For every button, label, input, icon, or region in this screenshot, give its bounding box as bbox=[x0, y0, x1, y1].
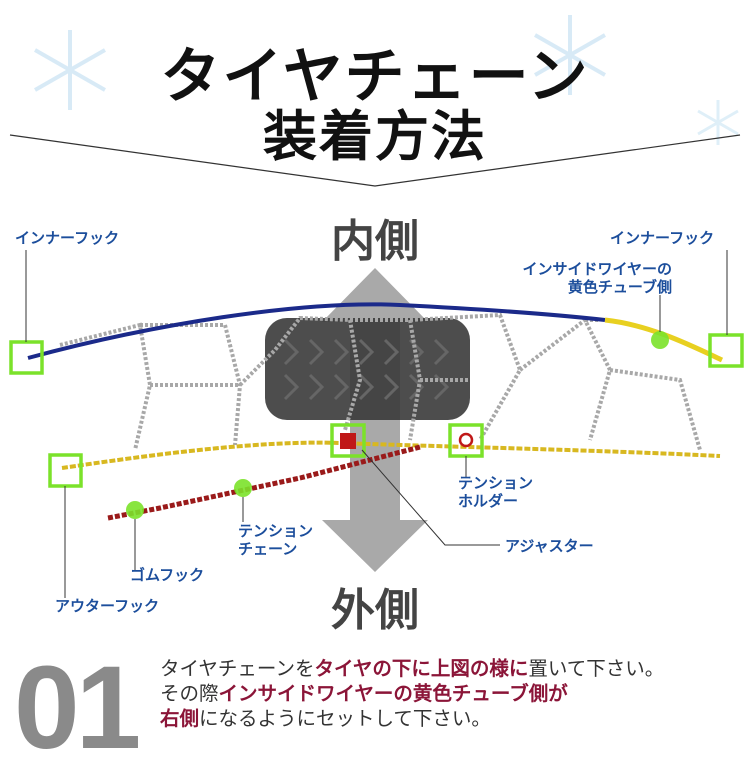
inner-side-label: 内側 bbox=[331, 216, 419, 267]
label-line: 黄色チューブ側 bbox=[567, 278, 672, 296]
label-inner-hook-left: インナーフック bbox=[15, 229, 120, 247]
highlight-tension-holder bbox=[448, 423, 484, 458]
step-text: タイヤチェーンを bbox=[160, 657, 315, 680]
emphasis-text: インサイドワイヤーの黄色チューブ側が bbox=[218, 682, 568, 705]
step-line-1: タイヤチェーンをタイヤの下に上図の様に置いて下さい。 bbox=[160, 656, 664, 681]
step-number: 01 bbox=[14, 642, 141, 774]
label-inner-hook-right: インナーフック bbox=[610, 229, 715, 247]
outer-wire bbox=[61, 440, 721, 470]
outer-side-label: 外側 bbox=[331, 585, 419, 636]
cross-chains bbox=[59, 312, 702, 451]
label-line: テンション bbox=[458, 474, 534, 492]
adjuster-part bbox=[340, 433, 356, 449]
tire bbox=[265, 318, 470, 420]
step-text: になるようにセットして下さい。 bbox=[199, 707, 491, 730]
label-adjuster: アジャスター bbox=[505, 537, 594, 555]
snowflake-icon bbox=[34, 30, 106, 110]
highlight-dot-tension-chain bbox=[234, 479, 252, 497]
highlight-outer-hook bbox=[48, 453, 83, 488]
step-line-2: その際インサイドワイヤーの黄色チューブ側が bbox=[160, 681, 568, 706]
emphasis-text: 右側 bbox=[160, 707, 200, 730]
chain-diagram bbox=[9, 15, 744, 598]
step-text: その際 bbox=[160, 682, 219, 705]
emphasis-text: タイヤの下に上図の様に bbox=[314, 657, 529, 680]
step-text: 置いて下さい。 bbox=[528, 657, 665, 680]
label-line: テンション bbox=[238, 522, 314, 540]
label-inside-wire: インサイドワイヤーの 黄色チューブ側 bbox=[522, 260, 672, 296]
highlight-dot-tube bbox=[651, 331, 669, 349]
snowflake-icon bbox=[534, 15, 606, 95]
highlight-adjuster bbox=[330, 423, 366, 458]
label-rubber-hook: ゴムフック bbox=[130, 566, 205, 584]
label-outer-hook: アウターフック bbox=[55, 597, 160, 615]
tension-holder-part bbox=[458, 432, 474, 448]
inner-wire bbox=[27, 302, 606, 360]
label-line: ホルダー bbox=[458, 492, 519, 510]
page-subtitle: 装着方法 bbox=[263, 105, 487, 168]
title-divider bbox=[9, 134, 741, 187]
label-tension-holder: テンション ホルダー bbox=[458, 474, 533, 510]
label-line: チェーン bbox=[238, 540, 298, 558]
page-title: タイヤチェーン bbox=[160, 42, 590, 112]
label-line: インサイドワイヤーの bbox=[522, 260, 672, 278]
label-tension-chain: テンション チェーン bbox=[238, 522, 313, 558]
highlight-inner-hook-right bbox=[708, 333, 744, 368]
step-line-3: 右側になるようにセットして下さい。 bbox=[160, 706, 491, 731]
highlight-dot-rubber-hook bbox=[126, 501, 144, 519]
